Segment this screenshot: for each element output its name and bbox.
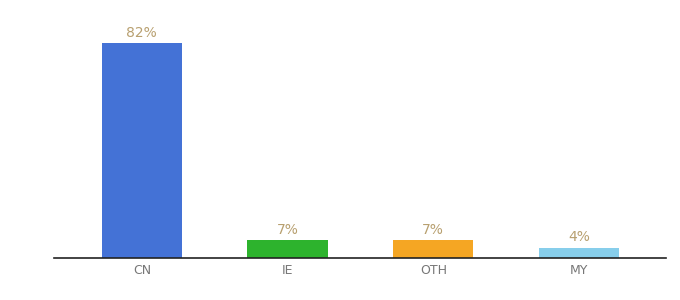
Bar: [248, 240, 328, 258]
Bar: [102, 43, 182, 258]
Text: 82%: 82%: [126, 26, 157, 40]
Bar: [539, 248, 619, 258]
Text: 4%: 4%: [568, 230, 590, 244]
Text: 7%: 7%: [277, 223, 299, 236]
Bar: [393, 240, 473, 258]
Text: 7%: 7%: [422, 223, 444, 236]
